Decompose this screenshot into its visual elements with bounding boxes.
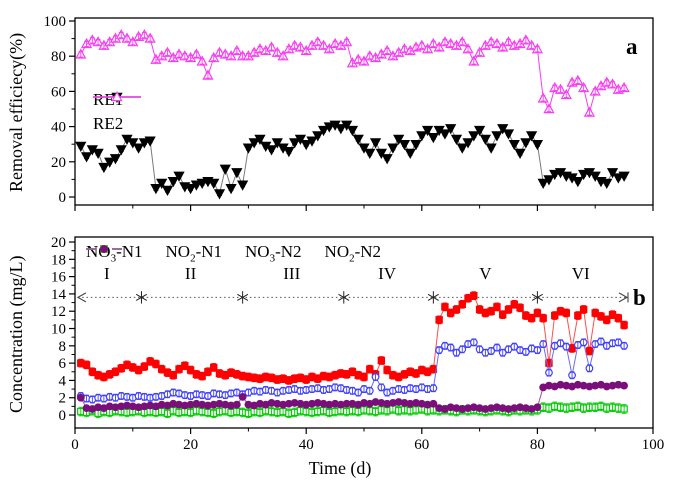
panel-b-letter: b [633,285,646,310]
panel-b-y-axis-label: Concentration (mg/L) [6,255,26,413]
legend-item-no3-n2: NO3-N2 [86,242,302,265]
legend-label-no2-n1: NO2-N1 [165,242,223,265]
svg-text:60: 60 [51,84,66,100]
svg-text:100: 100 [44,14,67,30]
svg-text:16: 16 [51,270,67,286]
svg-text:40: 40 [51,120,66,136]
legend-swatch-no2-n2 [86,245,122,253]
panel-a-y-axis-label: Removal efficiecy(%) [6,32,26,192]
svg-text:III: III [283,264,300,283]
svg-text:IV: IV [378,264,397,283]
legend-label-no2-n2: NO2-N2 [324,242,382,265]
svg-text:12: 12 [51,304,66,320]
svg-text:0: 0 [71,437,79,453]
svg-text:II: II [185,264,197,283]
legend-label-re2: RE2 [93,114,124,133]
svg-text:0: 0 [59,190,67,206]
x-axis-label: Time (d) [308,458,372,478]
panel-b-legend: NO3-N1 NO2-N1 NO3-N2 NO2-N2 [86,242,382,265]
svg-text:I: I [104,264,110,283]
legend-swatch-re2 [93,90,141,102]
svg-text:60: 60 [414,437,429,453]
svg-text:4: 4 [59,373,67,389]
legend-item-no2-n2: NO2-N2 [86,242,382,265]
svg-text:2: 2 [59,391,67,407]
svg-text:20: 20 [51,155,66,171]
panel-a-legend: RE1 RE2 [93,90,141,134]
svg-text:6: 6 [59,356,67,372]
svg-text:V: V [479,264,492,283]
svg-text:80: 80 [51,49,66,65]
svg-text:18: 18 [51,252,66,268]
svg-text:14: 14 [51,287,67,303]
svg-text:10: 10 [51,322,66,338]
svg-text:8: 8 [59,339,67,355]
svg-text:20: 20 [183,437,198,453]
legend-item-no2-n1: NO2-N1 [86,242,223,265]
legend-item-re2: RE2 [93,90,141,134]
svg-text:100: 100 [642,437,665,453]
svg-text:40: 40 [299,437,314,453]
svg-text:VI: VI [572,264,590,283]
svg-text:80: 80 [530,437,545,453]
svg-text:0: 0 [59,408,67,424]
panel-a-letter: a [626,34,638,59]
svg-text:20: 20 [51,235,66,251]
legend-label-no3-n2: NO3-N2 [245,242,302,265]
